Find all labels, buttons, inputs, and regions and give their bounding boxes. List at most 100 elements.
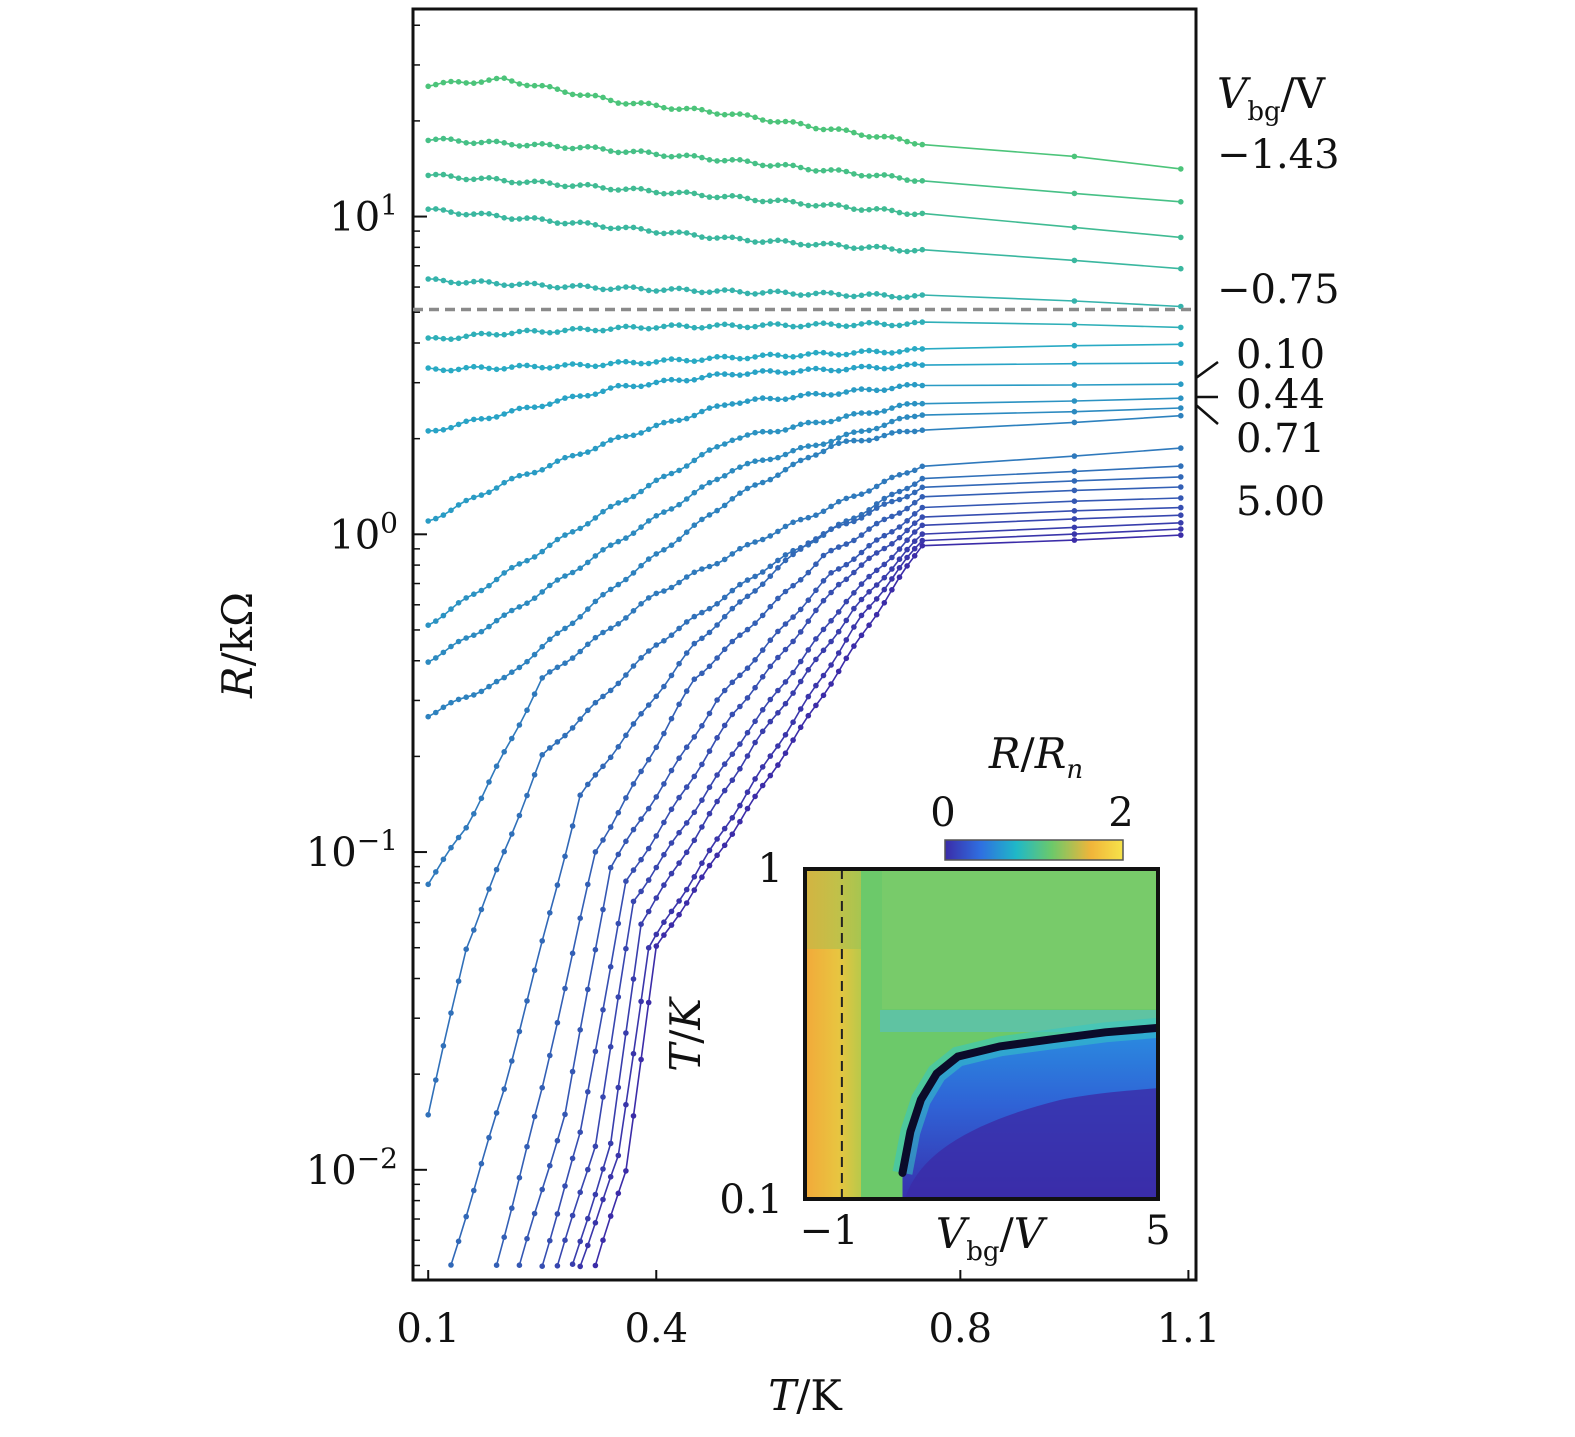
- data-point: [539, 643, 545, 650]
- data-point: [775, 321, 781, 327]
- data-point: [904, 493, 910, 500]
- data-point: [828, 351, 834, 357]
- data-point: [509, 669, 515, 675]
- data-point: [531, 404, 538, 411]
- data-point: [843, 366, 850, 373]
- data-point: [714, 371, 720, 377]
- data-point: [630, 976, 637, 982]
- data-point: [645, 187, 652, 194]
- data-point: [569, 529, 576, 535]
- data-point: [1071, 478, 1078, 484]
- data-point: [744, 324, 751, 331]
- data-point: [478, 492, 485, 498]
- data-point: [676, 356, 682, 363]
- data-point: [744, 112, 751, 118]
- data-point: [630, 432, 637, 439]
- data-point: [478, 416, 485, 422]
- data-point: [577, 614, 583, 620]
- data-point: [683, 849, 690, 856]
- data-point: [706, 663, 713, 670]
- data-point: [615, 1190, 622, 1197]
- data-point: [904, 401, 910, 407]
- data-point: [577, 1129, 583, 1135]
- data-point: [661, 287, 667, 294]
- data-point: [433, 655, 439, 661]
- data-point: [858, 207, 865, 213]
- data-point: [524, 142, 530, 149]
- data-point: [851, 387, 857, 393]
- data-point: [569, 1155, 576, 1162]
- data-point: [858, 515, 865, 521]
- data-point: [820, 672, 827, 679]
- data-point: [858, 532, 865, 538]
- data-point: [790, 424, 796, 430]
- data-point: [1178, 360, 1184, 366]
- data-point: [873, 172, 880, 179]
- data-point: [782, 557, 789, 564]
- data-point: [661, 473, 667, 480]
- data-point: [509, 1205, 515, 1211]
- data-point: [843, 520, 850, 527]
- data-point: [493, 485, 500, 491]
- data-point: [493, 763, 500, 769]
- data-point: [653, 833, 660, 839]
- data-point: [896, 415, 903, 422]
- data-point: [858, 596, 865, 603]
- data-point: [775, 428, 781, 435]
- data-point: [653, 189, 660, 196]
- data-point: [881, 365, 888, 372]
- data-point: [911, 361, 918, 368]
- data-point: [759, 764, 766, 770]
- data-point: [585, 606, 591, 612]
- data-point: [881, 574, 888, 581]
- data-point: [562, 327, 568, 334]
- data-point: [691, 837, 698, 844]
- data-point: [889, 405, 895, 411]
- data-point: [623, 497, 629, 503]
- data-point: [615, 382, 622, 389]
- data-point: [767, 718, 774, 725]
- data-point: [813, 702, 819, 709]
- data-point: [858, 172, 865, 179]
- data-point: [1071, 153, 1078, 160]
- data-point: [623, 149, 629, 155]
- data-point: [440, 207, 447, 213]
- data-point: [752, 160, 758, 167]
- data-point: [835, 544, 842, 550]
- data-point: [835, 291, 842, 298]
- data-point: [600, 327, 606, 334]
- data-point: [767, 456, 774, 463]
- data-point: [683, 529, 690, 535]
- data-point: [767, 663, 774, 670]
- data-point: [592, 1262, 599, 1269]
- data-point: [904, 177, 910, 183]
- data-point: [775, 687, 781, 694]
- data-point: [1178, 474, 1184, 480]
- data-point: [737, 400, 743, 407]
- data-point: [615, 187, 622, 193]
- data-point: [577, 219, 583, 226]
- data-point: [592, 699, 599, 706]
- data-point: [851, 537, 857, 544]
- data-point: [630, 898, 637, 905]
- data-point: [425, 83, 432, 90]
- data-point: [759, 162, 766, 169]
- data-point: [858, 363, 865, 370]
- data-point: [881, 545, 888, 552]
- data-point: [516, 604, 523, 610]
- data-point: [797, 706, 804, 712]
- data-point: [585, 449, 591, 455]
- data-point: [1071, 516, 1078, 522]
- series-22: [592, 532, 1184, 1269]
- data-point: [721, 556, 728, 563]
- data-point: [889, 134, 895, 140]
- data-point: [623, 323, 629, 330]
- data-point: [623, 433, 629, 440]
- data-point: [737, 157, 743, 163]
- data-point: [577, 716, 583, 722]
- data-point: [691, 153, 698, 159]
- data-point: [433, 171, 439, 178]
- data-point: [919, 537, 926, 544]
- data-point: [714, 798, 720, 805]
- data-point: [638, 100, 644, 106]
